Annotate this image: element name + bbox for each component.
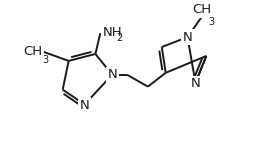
Text: CH: CH <box>192 3 211 16</box>
Text: N: N <box>191 77 200 90</box>
Text: N: N <box>183 31 192 44</box>
Text: 3: 3 <box>42 55 48 65</box>
Text: N: N <box>80 99 89 112</box>
Text: 2: 2 <box>116 33 122 43</box>
Text: NH: NH <box>102 26 122 39</box>
Text: N: N <box>107 68 117 81</box>
Text: CH: CH <box>23 45 42 59</box>
Text: 3: 3 <box>208 17 215 27</box>
